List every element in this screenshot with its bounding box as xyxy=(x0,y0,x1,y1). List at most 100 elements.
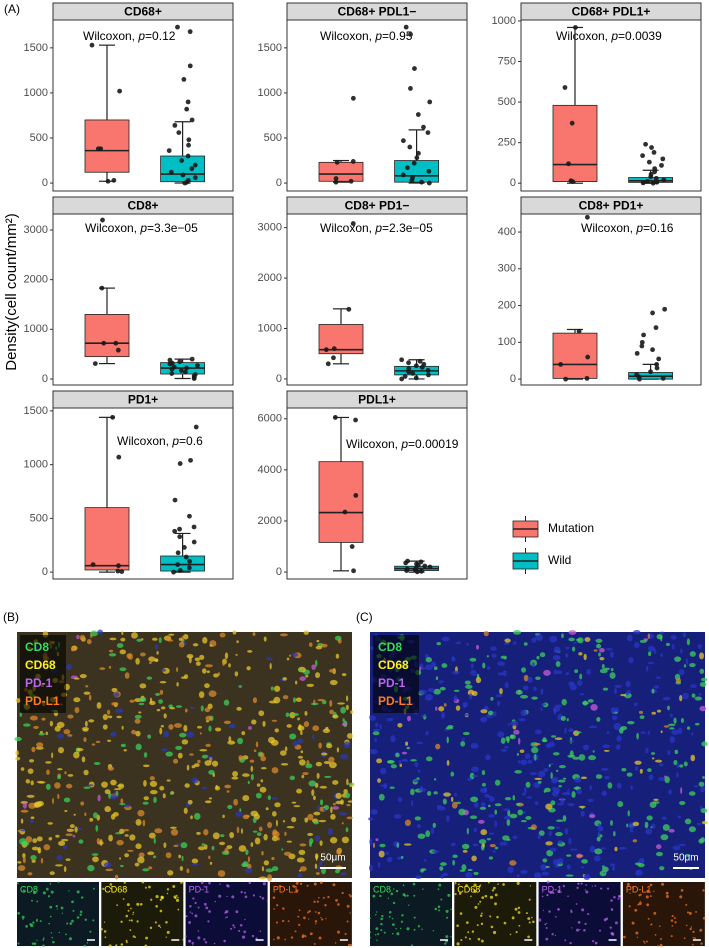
cell xyxy=(291,801,297,804)
cell xyxy=(159,727,163,735)
cell xyxy=(671,643,675,650)
cell xyxy=(390,735,396,743)
thumbnail-signal xyxy=(456,942,460,946)
data-point xyxy=(334,159,340,165)
thumbnail-signal xyxy=(103,930,107,933)
thumbnail-signal xyxy=(262,882,266,886)
cell xyxy=(686,726,691,730)
data-point xyxy=(412,66,417,71)
cell xyxy=(316,639,320,643)
y-tick-label: 0 xyxy=(510,373,516,385)
data-point xyxy=(172,528,178,534)
cell xyxy=(277,836,280,841)
cell xyxy=(691,732,694,736)
thumbnail-signal xyxy=(86,941,89,944)
cell xyxy=(602,744,611,748)
cell xyxy=(513,629,522,635)
cell xyxy=(627,720,635,725)
cell xyxy=(623,692,632,699)
cell xyxy=(163,842,167,848)
cell xyxy=(319,785,328,789)
thumbnail-signal xyxy=(159,909,163,913)
thumbnail-signal xyxy=(665,895,669,899)
cell xyxy=(521,667,527,673)
thumbnail-signal xyxy=(76,916,80,919)
data-point xyxy=(332,415,338,420)
cell xyxy=(480,829,488,836)
thumbnail-label: CD68 xyxy=(104,884,127,894)
thumbnail-signal xyxy=(673,917,676,920)
cell xyxy=(565,653,569,658)
cell xyxy=(108,653,117,657)
cell xyxy=(466,827,469,835)
thumbnail-signal xyxy=(509,933,512,936)
cell xyxy=(111,687,118,693)
thumbnail-signal xyxy=(632,886,634,889)
cell xyxy=(341,822,344,825)
cell xyxy=(43,844,51,851)
cell xyxy=(336,747,339,753)
thumbnail-signal xyxy=(454,892,457,896)
thumbnail-signal xyxy=(683,937,686,940)
cell xyxy=(552,654,561,661)
thumbnail-signal xyxy=(80,896,84,899)
cell xyxy=(120,798,124,804)
cell xyxy=(375,838,379,842)
cell xyxy=(173,758,179,764)
cell xyxy=(605,647,613,651)
thumbnail-signal xyxy=(314,920,318,923)
cell xyxy=(316,805,321,812)
thumbnail-signal xyxy=(635,931,639,935)
cell xyxy=(240,828,243,834)
thumbnail-signal xyxy=(631,921,635,925)
thumbnail-signal xyxy=(197,936,201,940)
thumbnail-signal xyxy=(21,915,25,919)
cell xyxy=(486,655,489,658)
cell xyxy=(629,828,634,833)
thumbnail-signal xyxy=(528,898,531,901)
cell xyxy=(346,804,351,807)
data-point xyxy=(414,155,420,161)
data-point xyxy=(191,539,197,545)
cell xyxy=(377,778,381,783)
cell xyxy=(252,632,256,636)
cell xyxy=(678,843,687,847)
cell xyxy=(499,687,503,695)
cell xyxy=(645,828,653,835)
cell xyxy=(634,862,642,866)
cell xyxy=(470,742,479,749)
cell xyxy=(509,813,518,819)
cell xyxy=(543,790,546,793)
cell xyxy=(562,777,567,780)
thumbnail-signal xyxy=(49,882,52,885)
cell xyxy=(370,646,374,651)
thumbnail-signal xyxy=(185,915,188,918)
thumbnail-signal xyxy=(374,933,377,936)
cell xyxy=(268,736,275,744)
cell xyxy=(37,846,42,854)
thumbnail-signal xyxy=(694,937,697,940)
data-point xyxy=(413,375,419,381)
thumbnail-signal xyxy=(238,929,241,932)
data-point xyxy=(419,568,424,574)
cell xyxy=(249,759,255,763)
thumbnail-signal xyxy=(457,883,460,886)
cell xyxy=(577,680,583,687)
cell xyxy=(533,686,537,691)
cell xyxy=(116,643,124,649)
cell xyxy=(152,855,157,859)
data-point xyxy=(573,25,578,30)
marker-legend-bg xyxy=(20,635,66,713)
cell xyxy=(630,785,633,790)
data-point xyxy=(646,159,652,165)
cell xyxy=(271,811,277,817)
cell xyxy=(33,802,40,808)
thumbnail-signal xyxy=(552,891,555,894)
cell xyxy=(134,718,141,724)
cell xyxy=(205,715,213,721)
cell xyxy=(289,775,296,781)
cell xyxy=(92,856,99,863)
thumbnail-signal xyxy=(638,894,641,897)
cell xyxy=(323,760,331,765)
cell xyxy=(685,853,691,857)
